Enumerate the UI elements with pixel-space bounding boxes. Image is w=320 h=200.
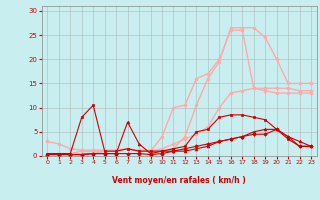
- X-axis label: Vent moyen/en rafales ( km/h ): Vent moyen/en rafales ( km/h ): [112, 176, 246, 185]
